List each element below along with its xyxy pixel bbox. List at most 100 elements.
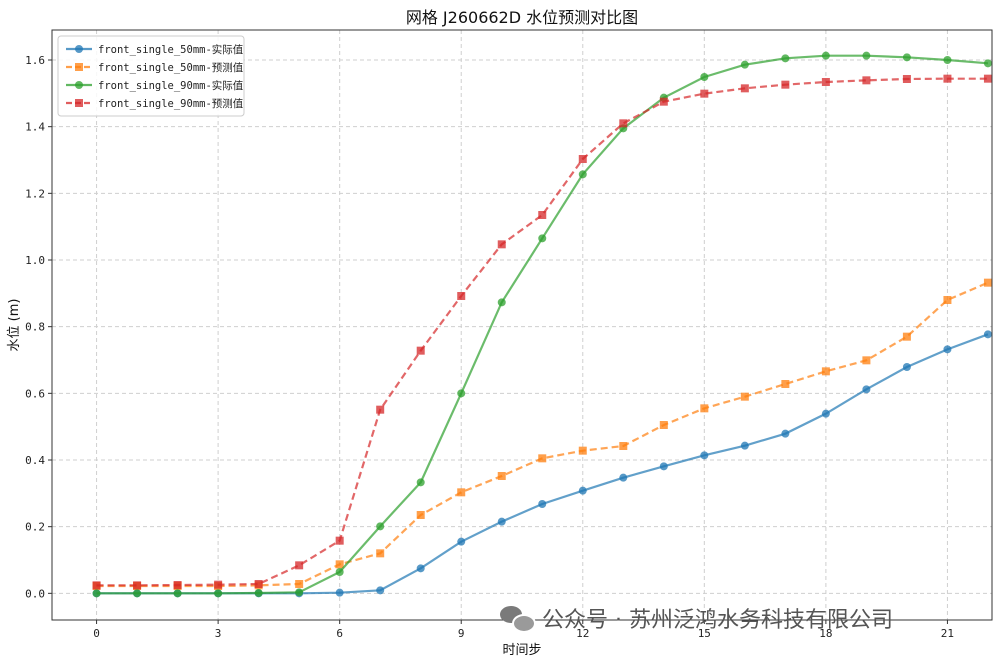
legend-label: front_single_50mm-预测值 — [98, 61, 244, 74]
data-point — [619, 119, 628, 128]
data-point — [295, 580, 304, 588]
data-point — [700, 89, 709, 98]
data-point — [943, 296, 952, 304]
data-point — [578, 155, 587, 163]
data-point — [497, 517, 506, 526]
legend-entry: front_single_50mm-实际值 — [66, 43, 244, 56]
data-point — [133, 581, 142, 590]
x-axis-title: 时间步 — [502, 643, 541, 658]
data-point — [943, 345, 952, 354]
data-point — [781, 429, 790, 438]
legend-swatch-marker — [75, 99, 83, 107]
data-point — [740, 84, 749, 93]
data-point — [173, 589, 182, 598]
data-point — [457, 537, 466, 546]
data-point — [983, 330, 992, 339]
data-point — [578, 486, 587, 495]
x-tick-label: 12 — [576, 627, 589, 640]
data-point — [173, 581, 182, 589]
data-point — [254, 589, 263, 597]
legend-entry: front_single_90mm-预测值 — [66, 97, 244, 110]
data-point — [740, 392, 749, 401]
series-4 — [92, 74, 992, 590]
data-point — [416, 346, 425, 355]
watermark: 公众号 · 苏州泛鸿水务科技有限公司 — [500, 600, 893, 636]
data-point — [781, 380, 790, 388]
x-tick-label: 6 — [336, 627, 343, 640]
data-point — [538, 234, 547, 243]
legend-label: front_single_50mm-实际值 — [98, 43, 244, 56]
data-point — [457, 488, 466, 497]
y-tick-label: 0.4 — [25, 454, 45, 467]
data-point — [983, 59, 992, 68]
data-point — [821, 409, 830, 418]
data-point — [335, 588, 344, 597]
legend-swatch-marker — [75, 63, 83, 71]
y-tick-label: 0.6 — [25, 387, 45, 400]
data-point — [376, 522, 385, 531]
grid — [52, 30, 992, 620]
data-point — [254, 580, 263, 588]
watermark-text: 公众号 · 苏州泛鸿水务科技有限公司 — [542, 608, 893, 633]
y-tick-label: 0.2 — [25, 521, 45, 534]
y-tick-label: 1.0 — [25, 254, 45, 267]
x-tick-label: 3 — [215, 627, 222, 640]
data-point — [497, 472, 506, 480]
y-axis-title: 水位 (m) — [7, 299, 22, 352]
data-point — [335, 536, 344, 545]
series-line — [96, 54, 989, 595]
chart-title: 网格 J260662D 水位预测对比图 — [406, 8, 638, 27]
y-tick-label: 1.6 — [25, 54, 45, 67]
data-point — [376, 405, 385, 414]
series-line — [96, 333, 989, 595]
data-point — [862, 385, 871, 394]
data-point — [92, 581, 101, 590]
data-point — [133, 589, 142, 598]
data-point — [902, 363, 911, 371]
wechat-icon — [500, 604, 536, 633]
series-line — [96, 77, 988, 587]
x-tick-label: 9 — [458, 627, 465, 640]
data-point — [214, 589, 223, 598]
data-point — [538, 500, 547, 508]
data-point — [497, 240, 506, 249]
data-point — [416, 478, 425, 487]
data-point — [781, 54, 790, 63]
y-tick-label: 1.4 — [25, 121, 45, 134]
legend-swatch-marker — [75, 81, 83, 89]
data-point — [295, 561, 304, 570]
data-point — [983, 278, 992, 287]
series-layer — [92, 51, 992, 598]
data-point — [700, 451, 709, 460]
plot-frame — [51, 29, 993, 621]
data-point — [943, 74, 952, 83]
data-point — [578, 446, 587, 455]
legend-entry: front_single_50mm-预测值 — [66, 61, 244, 74]
data-point — [376, 586, 385, 595]
data-point — [538, 211, 547, 219]
data-point — [416, 564, 425, 573]
data-point — [862, 76, 871, 85]
data-point — [821, 51, 830, 60]
data-point — [781, 80, 790, 89]
legend-label: front_single_90mm-预测值 — [98, 97, 244, 110]
data-point — [983, 74, 992, 83]
data-point — [335, 560, 344, 569]
data-point — [821, 367, 830, 376]
axis-ticks: 0 3 6 9 12 15 18 21 0.0 0.2 0.4 0.6 0.8 1.0 1.2 1.4 1.6 — [25, 54, 954, 640]
legend: front_single_50mm-实际值 front_single_50mm-预… — [57, 35, 245, 117]
series-1 — [92, 330, 992, 598]
data-point — [619, 473, 628, 482]
data-point — [214, 580, 223, 589]
data-point — [659, 97, 668, 106]
data-point — [92, 589, 101, 598]
data-point — [376, 549, 385, 558]
data-point — [740, 441, 749, 450]
data-point — [457, 389, 466, 398]
legend-box — [57, 35, 245, 117]
data-point — [659, 462, 668, 471]
data-point — [416, 511, 425, 519]
data-point — [902, 75, 911, 83]
legend-swatch-marker — [75, 45, 83, 53]
